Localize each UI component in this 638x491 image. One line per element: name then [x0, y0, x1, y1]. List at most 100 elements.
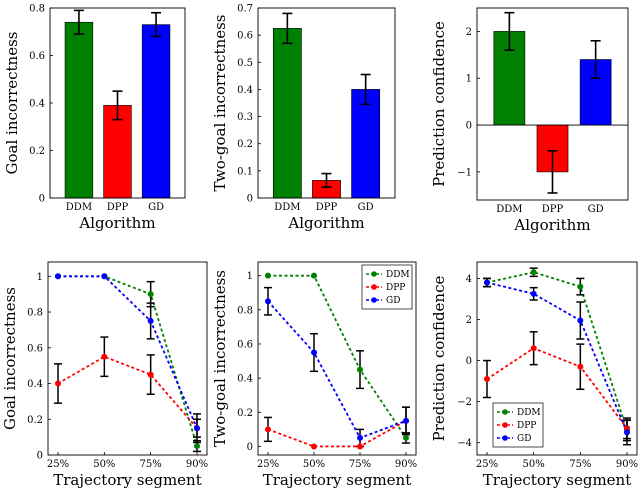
legend-box: [361, 264, 413, 310]
bar: [64, 21, 94, 199]
y-axis-label: Goal incorrectness: [1, 287, 19, 430]
plot-frame: [476, 7, 629, 201]
y-tick-label: 0.2: [29, 146, 45, 157]
legend-label: DDM: [386, 270, 410, 280]
y-tick-label: 0.6: [237, 31, 253, 42]
y-tick-label: 2: [466, 27, 472, 38]
data-point: [101, 353, 108, 360]
y-tick-label: 0: [247, 442, 253, 453]
data-point: [357, 366, 363, 373]
data-point: [147, 317, 154, 324]
legend-marker: [371, 271, 377, 277]
y-tick-label: 0.4: [27, 379, 43, 390]
y-tick-label: 0: [247, 194, 253, 205]
y-tick-label: −2: [457, 397, 472, 408]
y-tick-label: 1: [466, 74, 472, 85]
y-tick-label: 1: [37, 272, 43, 283]
data-point: [403, 434, 409, 441]
y-tick-label: 0.6: [29, 51, 45, 62]
legend-label: GD: [386, 296, 400, 306]
x-axis-label: Trajectory segment: [53, 471, 201, 489]
legend-label: GD: [517, 434, 531, 444]
series-line: [486, 271, 628, 431]
x-axis-label: Algorithm: [287, 214, 364, 232]
x-tick-label: DDM: [496, 204, 522, 215]
x-tick-label: 25%: [476, 459, 498, 470]
y-axis-label: Prediction confidence: [430, 21, 448, 187]
y-tick-label: 0.3: [237, 112, 253, 123]
data-point: [530, 290, 537, 297]
data-point: [484, 376, 490, 383]
y-axis-label: Two-goal incorrectness: [211, 14, 229, 191]
series-line: [486, 347, 628, 429]
x-tick-label: 90%: [186, 459, 208, 470]
x-tick-label: 75%: [569, 459, 591, 470]
x-tick-label: DPP: [316, 202, 338, 213]
data-point: [101, 273, 108, 280]
legend-label: DPP: [386, 283, 405, 293]
data-point: [530, 269, 537, 276]
series-line: [267, 420, 407, 448]
plot-frame: [47, 261, 208, 456]
legend-marker: [502, 422, 508, 428]
data-point: [194, 443, 200, 450]
data-point: [624, 429, 630, 436]
data-point: [577, 317, 584, 324]
y-tick-label: 0.2: [237, 139, 253, 150]
x-tick-label: DPP: [107, 202, 129, 213]
data-point: [357, 443, 363, 450]
legend-box: [492, 402, 544, 448]
y-tick-label: 2: [466, 315, 472, 326]
data-point: [484, 279, 490, 286]
bar: [141, 24, 171, 199]
y-tick-label: 1: [247, 271, 253, 282]
legend-marker: [371, 284, 377, 290]
y-tick-label: 0.4: [237, 85, 253, 96]
series-line: [57, 355, 198, 429]
y-tick-label: 0.1: [237, 166, 253, 177]
data-point: [357, 434, 363, 441]
y-tick-label: 0: [39, 194, 45, 205]
y-tick-label: 0.2: [237, 408, 253, 419]
chart-6: −4 −2 0 2 4 25% 50% 75% 90% DDM DPP GD Trajectory se…: [430, 261, 638, 489]
data-point: [265, 272, 271, 279]
y-tick-label: 0.8: [237, 305, 253, 316]
chart-4: 0 0.2 0.4 0.6 0.8 1 25% 50% 75% 90%Trajectory seg…: [1, 261, 208, 489]
data-point: [403, 417, 409, 424]
y-tick-label: 0.5: [237, 58, 253, 69]
legend-marker: [502, 435, 508, 441]
plot-frame: [49, 7, 186, 199]
plot-frame: [257, 261, 417, 456]
data-point: [55, 380, 61, 387]
y-tick-label: 0.7: [237, 4, 253, 15]
legend-marker: [371, 297, 377, 303]
series-line: [267, 300, 407, 440]
legend: DDM DPP GD: [361, 264, 413, 310]
x-axis-label: Trajectory segment: [263, 471, 411, 489]
y-tick-label: 0.8: [27, 308, 43, 319]
x-tick-label: 90%: [395, 459, 417, 470]
data-point: [265, 298, 271, 305]
data-point: [311, 349, 317, 356]
x-tick-label: 25%: [47, 459, 69, 470]
x-tick-label: 75%: [140, 459, 162, 470]
legend-label: DDM: [517, 408, 541, 418]
legend: DDM DPP GD: [492, 402, 544, 448]
x-tick-label: DPP: [542, 204, 564, 215]
x-axis-label: Trajectory segment: [483, 471, 631, 489]
x-axis-label: Algorithm: [78, 214, 155, 232]
bar: [272, 28, 302, 199]
y-tick-label: 0: [466, 356, 472, 367]
y-tick-label: 0.6: [237, 339, 253, 350]
y-tick-label: 0.2: [27, 415, 43, 426]
x-tick-label: 50%: [303, 459, 325, 470]
data-point: [194, 425, 200, 432]
x-tick-label: GD: [148, 202, 164, 213]
y-tick-label: 0.4: [29, 99, 45, 110]
x-tick-label: 25%: [257, 459, 279, 470]
y-axis-label: Prediction confidence: [430, 276, 448, 442]
